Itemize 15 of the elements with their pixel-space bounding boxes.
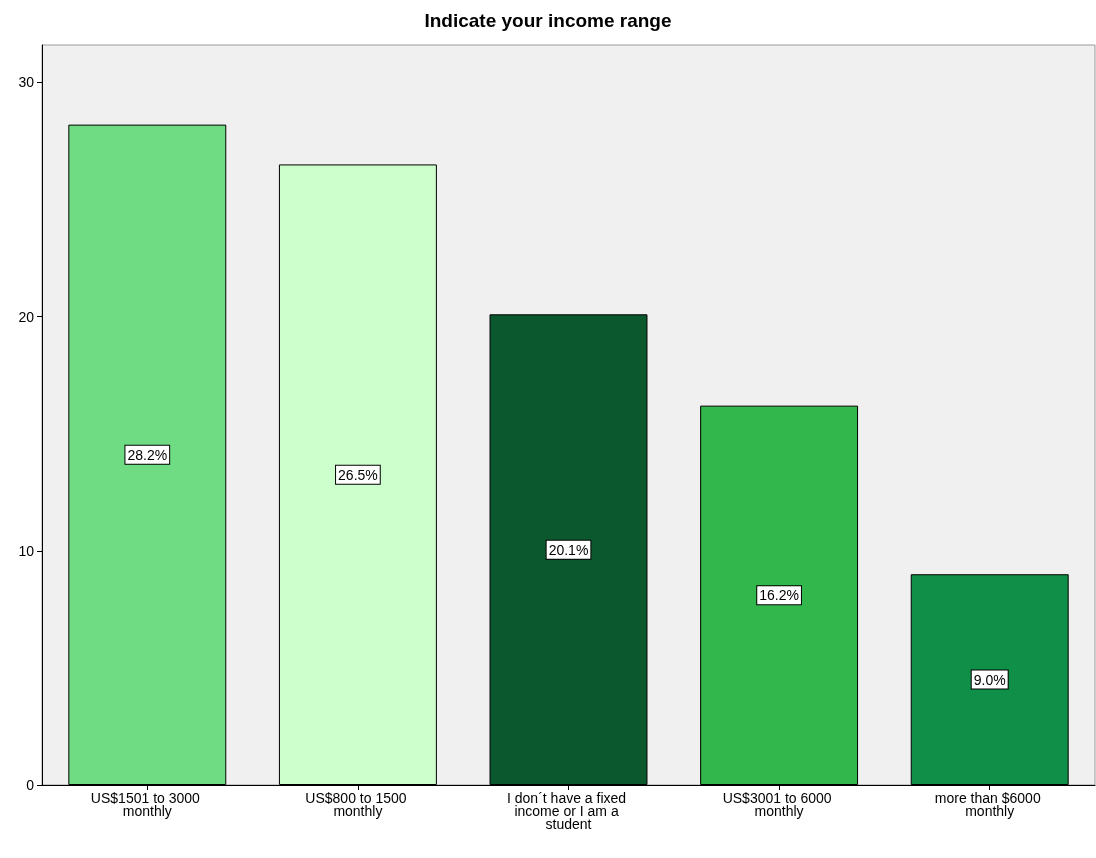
x-tick-label: US$800 to 1500 monthly	[305, 789, 411, 819]
x-tick-label: US$1501 to 3000 monthly	[90, 789, 204, 819]
y-tick-label: 30	[18, 74, 35, 91]
chart-title: Indicate your income range	[424, 10, 672, 31]
x-tick-label: I don´t have a fixed income or I am a student	[507, 789, 630, 832]
x-tick-label: more than $6000 monthly	[934, 789, 1045, 819]
data-label: 20.1%	[548, 541, 589, 558]
data-label: 26.5%	[338, 466, 378, 483]
data-label: 28.2%	[127, 446, 168, 463]
y-tick-label: 10	[18, 542, 35, 559]
y-tick-label: 0	[26, 777, 35, 793]
data-label: 16.2%	[759, 587, 799, 604]
data-label: 9.0%	[973, 671, 1006, 688]
y-tick-label: 20	[18, 308, 35, 325]
x-tick-label: US$3001 to 6000 monthly	[722, 789, 836, 819]
